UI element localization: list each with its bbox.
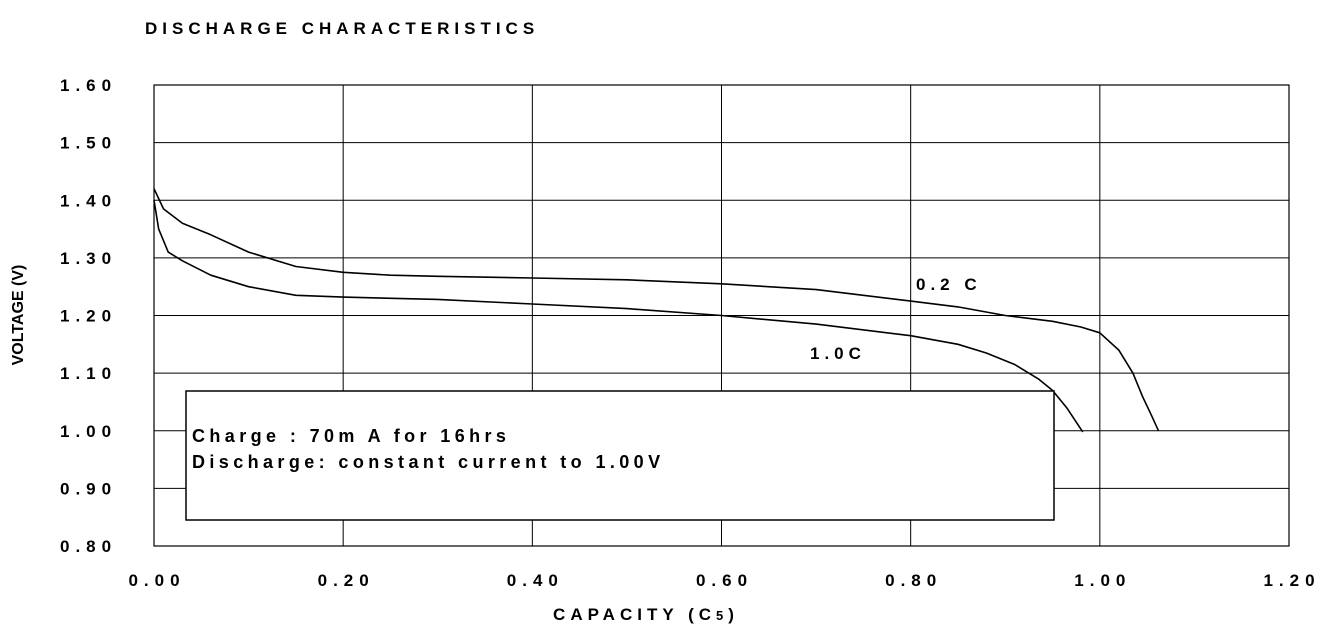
y-axis-label: VOLTAGE (V) xyxy=(10,265,27,366)
y-tick-label: 1.50 xyxy=(60,134,117,153)
x-tick-label: 0.60 xyxy=(696,571,753,590)
series-label-0-2c: 0.2 C xyxy=(916,275,982,294)
y-tick-label: 1.30 xyxy=(60,249,117,268)
series-line-0-2c xyxy=(153,188,1160,432)
y-tick-label: 1.10 xyxy=(60,364,117,383)
x-tick-label: 0.20 xyxy=(318,571,375,590)
y-tick-label: 1.20 xyxy=(60,307,117,326)
note-line-charge: Charge : 70m A for 16hrs xyxy=(192,426,510,446)
y-tick-label: 1.60 xyxy=(60,76,117,95)
condition-note-box: Charge : 70m A for 16hrs Discharge: cons… xyxy=(185,390,1055,521)
chart-title: DISCHARGE CHARACTERISTICS xyxy=(145,19,539,38)
grid xyxy=(153,84,1290,547)
x-axis-label-subscript: 5 xyxy=(716,608,728,623)
series-layer xyxy=(153,188,1160,433)
note-line-discharge: Discharge: constant current to 1.00V xyxy=(192,452,665,472)
plot-frame xyxy=(153,84,1290,547)
x-tick-label: 0.80 xyxy=(885,571,942,590)
y-tick-label: 1.00 xyxy=(60,422,117,441)
note-box-frame xyxy=(185,390,1055,521)
y-tick-label: 0.80 xyxy=(60,537,117,556)
x-axis-label: CAPACITY (C5) xyxy=(553,605,739,624)
x-tick-label: 0.00 xyxy=(128,571,185,590)
tick-labels: 0.00 0.20 0.40 0.60 0.80 1.00 1.20 0.80 0.90 1.00… xyxy=(60,76,1320,590)
y-tick-label: 0.90 xyxy=(60,479,117,498)
x-tick-label: 1.00 xyxy=(1074,571,1131,590)
x-axis-label-close: ) xyxy=(728,605,739,624)
x-tick-label: 0.40 xyxy=(507,571,564,590)
series-line-1-0c xyxy=(153,200,1084,433)
x-axis-label-main: CAPACITY (C xyxy=(553,605,716,624)
y-tick-label: 1.40 xyxy=(60,191,117,210)
series-label-1-0c: 1.0C xyxy=(810,344,866,363)
x-tick-label: 1.20 xyxy=(1263,571,1320,590)
